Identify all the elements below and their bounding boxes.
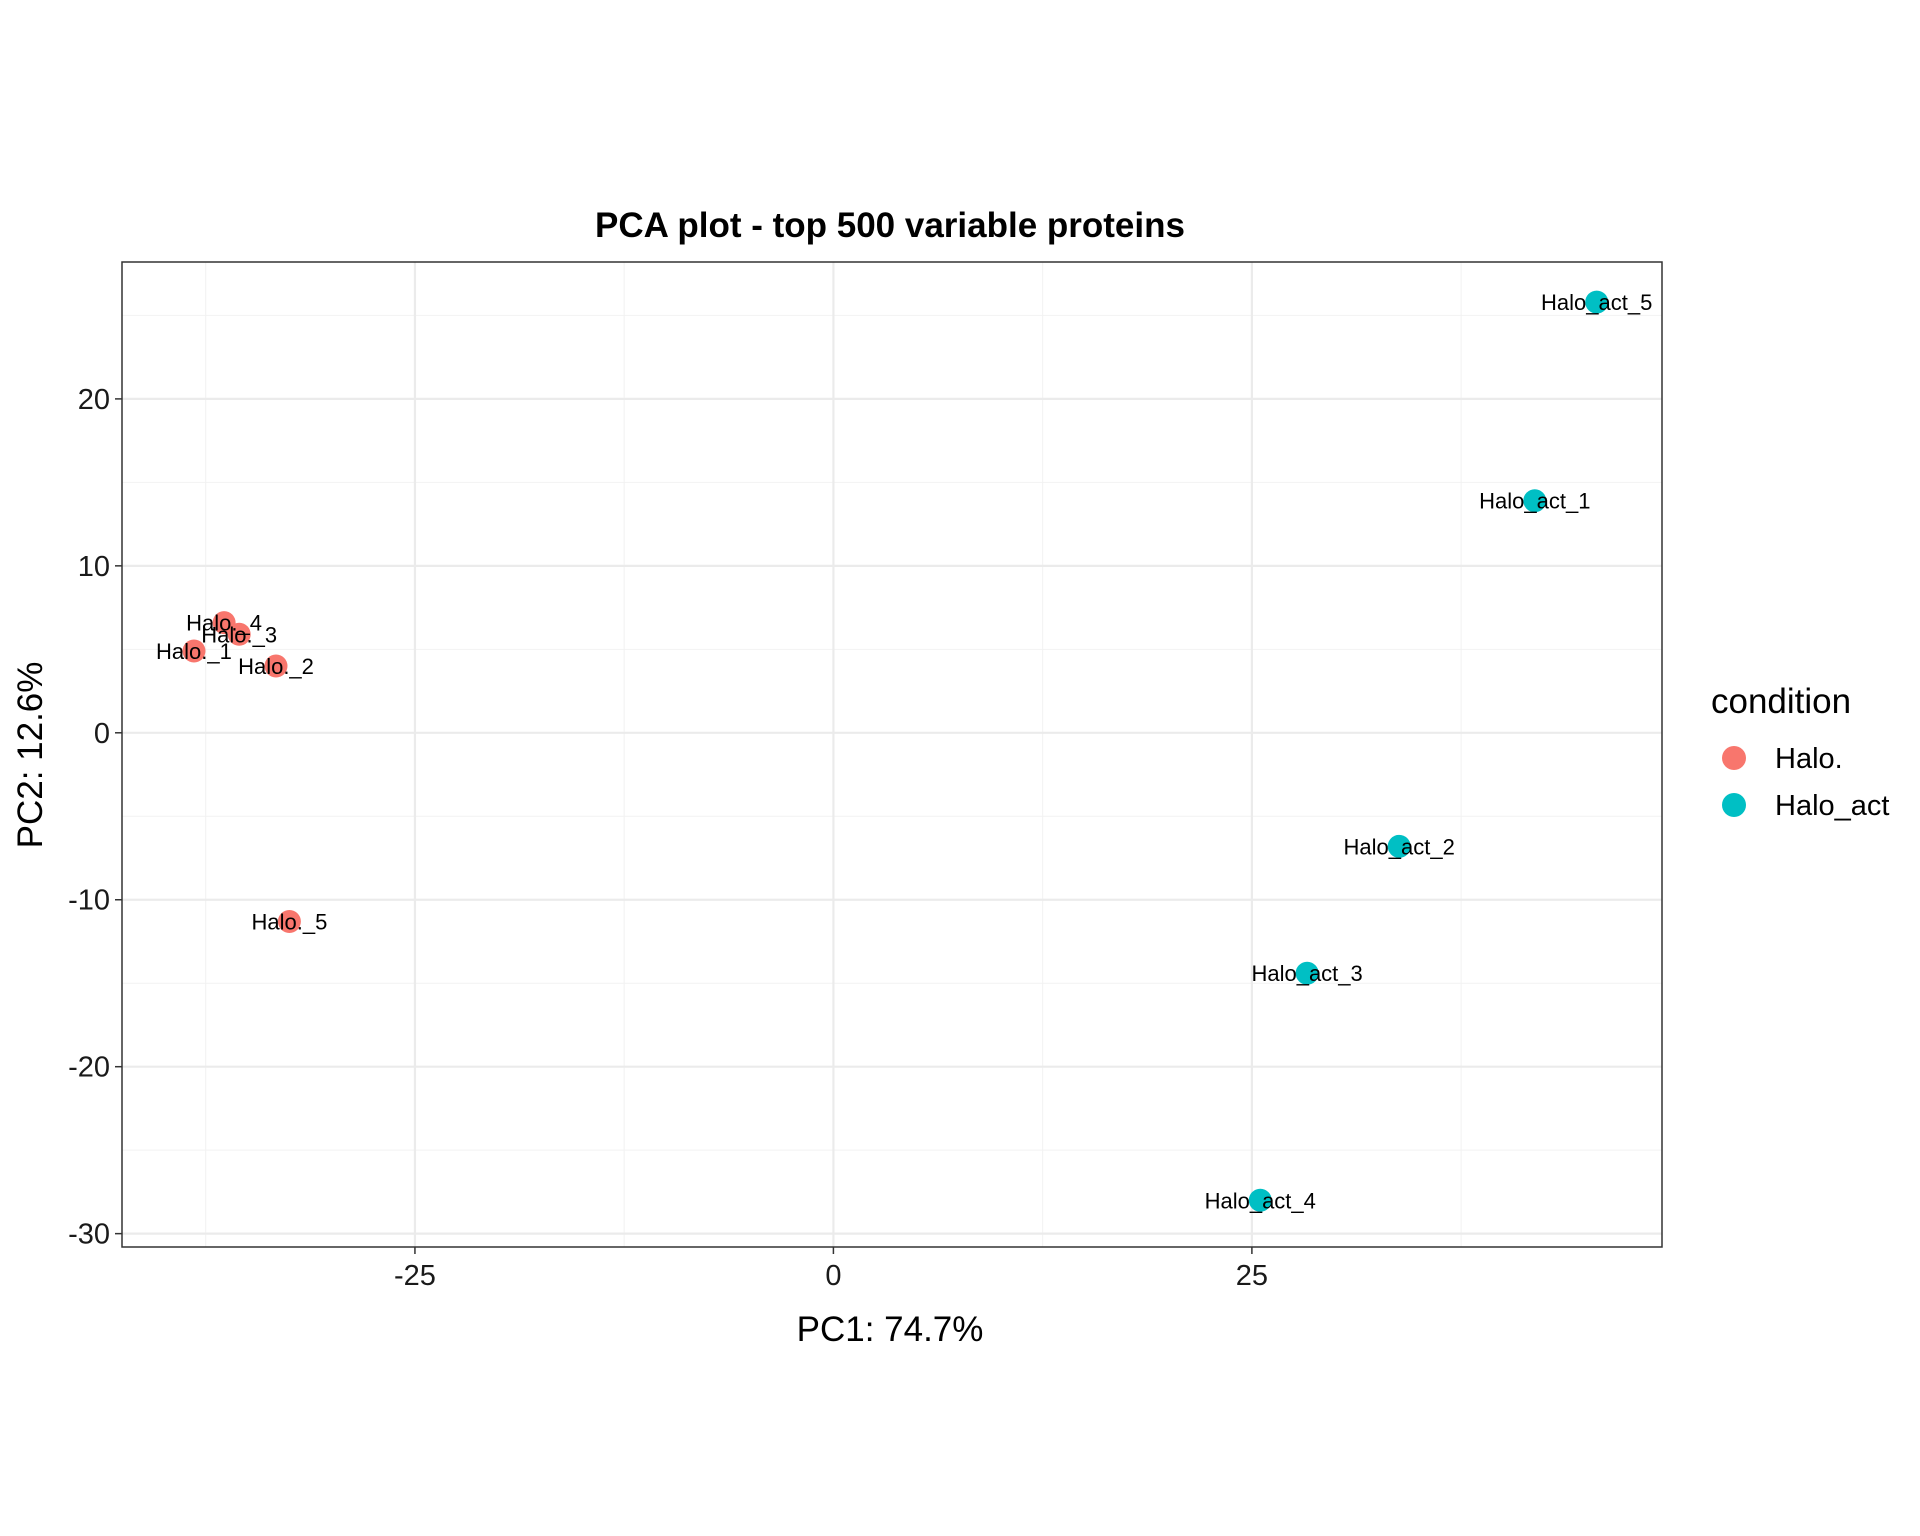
point-label: Halo._3 xyxy=(201,622,277,647)
point-label: Halo_act_4 xyxy=(1205,1188,1316,1213)
legend-key-halo xyxy=(1722,746,1746,770)
point-label: Halo._5 xyxy=(251,909,327,934)
legend: condition Halo. Halo_act xyxy=(1711,682,1889,822)
x-axis-title: PC1: 74.7% xyxy=(797,1310,984,1349)
data-point xyxy=(277,909,301,933)
point-label: Halo_act_5 xyxy=(1541,290,1652,315)
data-point xyxy=(212,611,236,635)
point-label: Halo._2 xyxy=(238,654,314,679)
y-axis-title: PC2: 12.6% xyxy=(11,662,50,849)
point-label: Halo._4 xyxy=(186,611,262,636)
legend-label-halo: Halo. xyxy=(1775,743,1843,775)
data-point xyxy=(1523,489,1547,513)
data-point xyxy=(264,654,288,678)
data-point xyxy=(1387,834,1411,858)
y-tick-label: 0 xyxy=(94,718,110,750)
data-point xyxy=(1295,961,1319,985)
x-tick-label: 0 xyxy=(825,1260,841,1292)
grid xyxy=(122,262,1662,1247)
point-label: Halo_act_3 xyxy=(1251,961,1362,986)
data-point xyxy=(182,639,206,663)
x-tick-label: -25 xyxy=(394,1260,436,1292)
legend-title: condition xyxy=(1711,682,1851,721)
y-tick-label: -20 xyxy=(68,1052,110,1084)
axis-ticks: -25 0 25 -30 -20 -10 0 10 20 xyxy=(68,384,1268,1292)
point-label: Halo._1 xyxy=(156,639,232,664)
legend-key-halo-act xyxy=(1722,793,1746,817)
plot-panel-border xyxy=(121,261,1663,1248)
chart-title: PCA plot - top 500 variable proteins xyxy=(595,206,1185,245)
y-tick-label: 20 xyxy=(78,384,110,416)
x-tick-label: 25 xyxy=(1236,1260,1268,1292)
data-point xyxy=(1248,1188,1272,1212)
legend-label-halo-act: Halo_act xyxy=(1775,790,1889,822)
point-label: Halo_act_2 xyxy=(1344,834,1455,859)
data-point xyxy=(1585,290,1609,314)
y-tick-label: -10 xyxy=(68,885,110,917)
y-tick-label: 10 xyxy=(78,551,110,583)
point-label: Halo_act_1 xyxy=(1479,489,1590,514)
y-tick-label: -30 xyxy=(68,1219,110,1251)
